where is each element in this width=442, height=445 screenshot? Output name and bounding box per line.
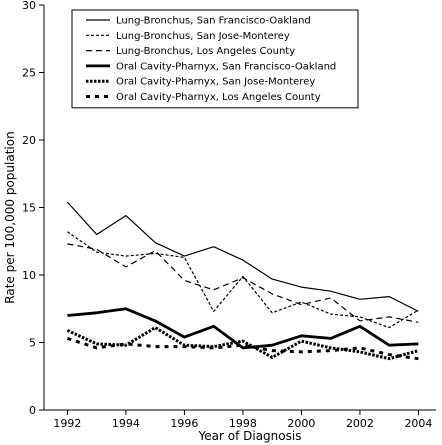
- x-tick-label: 2000: [287, 417, 315, 430]
- x-tick-label: 1992: [53, 417, 81, 430]
- y-tick-label: 5: [29, 337, 36, 350]
- y-tick-label: 15: [22, 202, 36, 215]
- series-line-4: [67, 307, 419, 350]
- x-axis-label: Year of Diagnosis: [198, 429, 302, 443]
- x-tick-label: 1996: [170, 417, 198, 430]
- legend: Lung-Bronchus, San Francisco-Oakland Lung…: [71, 9, 359, 109]
- x-tick-label: 1998: [229, 417, 257, 430]
- x-tick-label: 2004: [404, 417, 432, 430]
- y-tick-label: 25: [22, 67, 36, 80]
- x-tick-label: 2002: [346, 417, 374, 430]
- y-tick-label: 30: [22, 0, 36, 12]
- series-lines: [66, 201, 419, 361]
- series-line-3: [67, 243, 419, 323]
- x-tick-label: 1994: [112, 417, 140, 430]
- y-tick-label: 20: [22, 134, 36, 147]
- series-line-1: [66, 201, 419, 312]
- y-tick-label: 0: [29, 404, 36, 417]
- legend-label: Oral Cavity-Pharnyx, San Francisco-Oakla…: [116, 61, 336, 72]
- axes: 0 5 10 15 20 25 30 1992 1994 1996 1998 2000 2002 2004: [22, 0, 436, 430]
- legend-box: [71, 9, 359, 109]
- series-line-5: [66, 326, 419, 361]
- y-axis-label: Rate per 100,000 population: [3, 131, 17, 303]
- y-tick-label: 10: [22, 269, 36, 282]
- series-line-2: [67, 231, 419, 329]
- legend-label: Lung-Bronchus, Los Angeles County: [116, 46, 295, 57]
- legend-label: Oral Cavity-Pharnyx, Los Angeles County: [116, 92, 321, 103]
- legend-label: Oral Cavity-Pharnyx, San Jose-Monterey: [116, 77, 315, 88]
- legend-label: Lung-Bronchus, San Jose-Monterey: [116, 31, 290, 42]
- legend-label: Lung-Bronchus, San Francisco-Oakland: [116, 16, 311, 27]
